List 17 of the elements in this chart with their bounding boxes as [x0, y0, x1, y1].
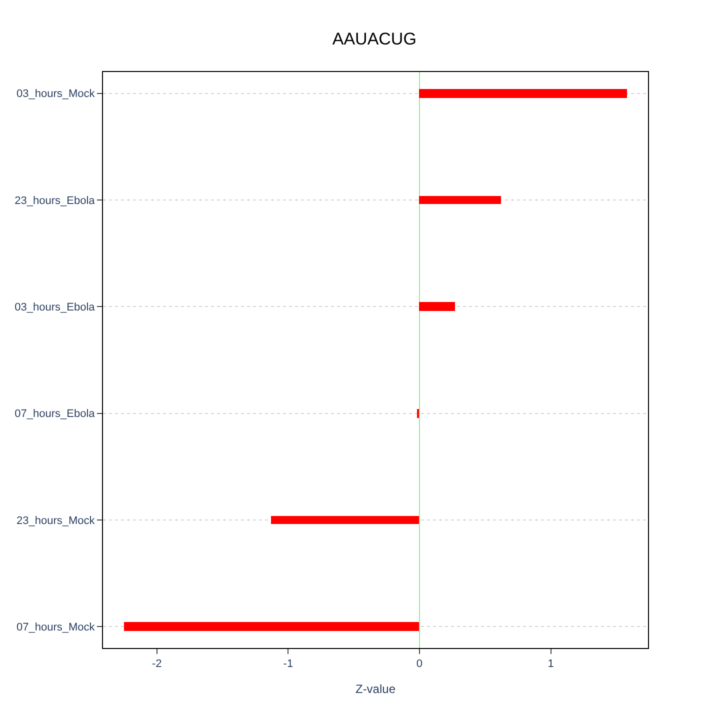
y-tick-label: 03_hours_Ebola — [14, 302, 96, 314]
x-tick-label: -2 — [152, 658, 162, 670]
y-tick-label: 23_hours_Ebola — [14, 194, 96, 207]
y-tick-label: 07_hours_Mock — [16, 622, 96, 634]
x-axis-title: Z-value — [355, 682, 396, 696]
bar — [271, 516, 419, 524]
y-tick-label: 03_hours_Mock — [16, 88, 96, 100]
x-tick-label: 1 — [548, 658, 554, 670]
y-tick-label: 07_hours_Ebola — [14, 408, 96, 420]
y-tick-label: 23_hours_Mock — [16, 514, 96, 527]
bar — [419, 302, 455, 311]
bar — [124, 622, 419, 631]
bar — [419, 89, 627, 98]
bar — [419, 196, 501, 204]
chart-title: AAUACUG — [332, 29, 416, 48]
x-tick-label: -1 — [283, 658, 294, 670]
x-tick-label: 0 — [416, 658, 423, 670]
